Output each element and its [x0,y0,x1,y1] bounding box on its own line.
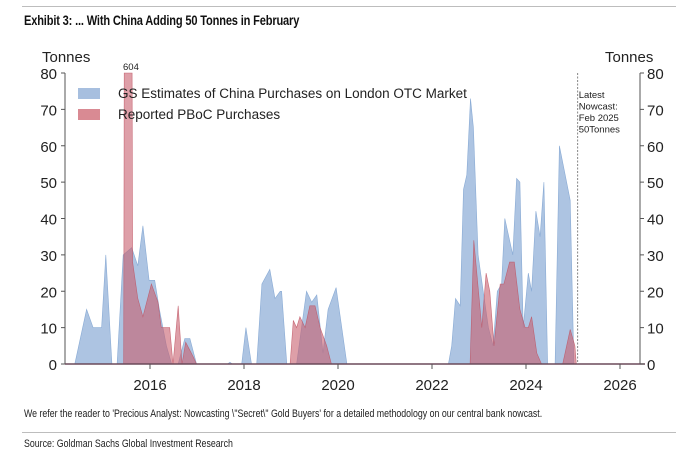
y-tick-label-left: 40 [40,212,57,229]
y-tick-label-left: 50 [40,175,57,192]
y-tick-label-right: 30 [647,248,664,265]
y-tick-label-right: 20 [647,284,664,301]
y-tick-label-right: 50 [647,175,664,192]
y-tick-label-right: 40 [647,212,664,229]
y-tick-label-left: 10 [40,321,57,338]
nowcast-text-line: Feb 2025 [579,113,619,124]
y-tick-label-left: 0 [49,357,57,374]
y-tick-label-left: 20 [40,284,57,301]
y-tick-label-left: 30 [40,248,57,265]
y-axis-label-right: Tonnes [605,49,653,66]
y-tick-label-left: 70 [40,102,57,119]
bar-label-604: 604 [123,62,139,73]
source-text: Source: Goldman Sachs Global Investment … [24,438,233,450]
legend-swatch-gs [78,88,100,99]
footer-rule [22,432,676,433]
top-rule [22,6,676,7]
nowcast-text-line: 50Tonnes [579,125,620,136]
legend: GS Estimates of China Purchases on Londo… [78,86,467,122]
x-tick-label: 2026 [603,377,636,394]
y-tick-label-right: 0 [647,357,655,374]
y-tick-label-right: 60 [647,139,664,156]
legend-label-gs: GS Estimates of China Purchases on Londo… [118,86,467,101]
nowcast-text-line: Latest [579,90,605,101]
x-tick-label: 2016 [133,377,166,394]
x-tick-label: 2018 [227,377,260,394]
y-axis-label-left: Tonnes [42,49,90,66]
x-tick-label: 2022 [415,377,448,394]
nowcast-text-line: Nowcast: [579,102,618,113]
y-tick-label-right: 70 [647,102,664,119]
x-tick-label: 2020 [321,377,354,394]
chart-title: Exhibit 3: ... With China Adding 50 Tonn… [24,13,300,28]
footnote: We refer the reader to 'Precious Analyst… [24,408,543,420]
y-tick-label-left: 80 [40,66,57,83]
area-pboc-purchases [123,72,577,365]
y-tick-label-right: 10 [647,321,664,338]
y-tick-label-left: 60 [40,139,57,156]
legend-label-pboc: Reported PBoC Purchases [118,107,280,122]
x-tick-label: 2024 [509,377,542,394]
y-tick-label-right: 80 [647,66,664,83]
legend-swatch-pboc [78,109,100,120]
